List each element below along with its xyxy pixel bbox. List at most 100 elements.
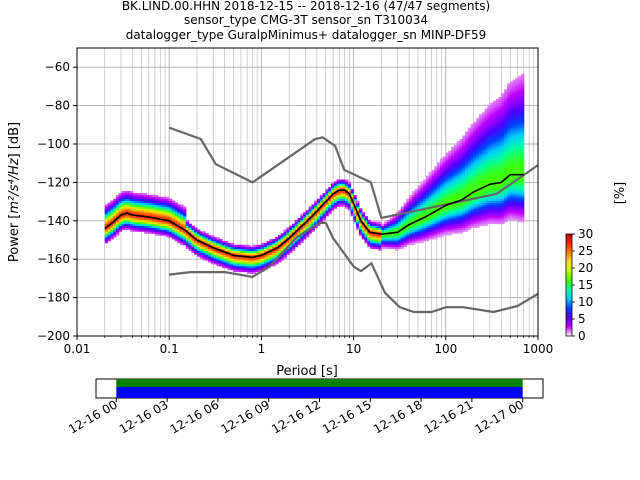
heatmap-cell bbox=[168, 223, 173, 226]
heatmap-cell bbox=[205, 244, 209, 248]
heatmap-cell bbox=[115, 204, 120, 207]
heatmap-cell bbox=[431, 210, 435, 213]
heatmap-cell bbox=[465, 210, 469, 213]
heatmap-cell bbox=[498, 196, 502, 200]
heatmap-cell bbox=[484, 177, 489, 180]
heatmap-cell bbox=[495, 129, 500, 132]
heatmap-cell bbox=[448, 227, 452, 230]
heatmap-cell bbox=[194, 235, 198, 238]
heatmap-cell bbox=[386, 223, 391, 226]
heatmap-cell bbox=[498, 131, 502, 134]
heatmap-cell bbox=[520, 95, 525, 98]
heatmap-cell bbox=[342, 194, 346, 198]
heatmap-cell bbox=[506, 217, 511, 221]
x-tick-label: 0.01 bbox=[64, 342, 91, 356]
heatmap-cell bbox=[501, 219, 505, 223]
heatmap-cell bbox=[375, 233, 380, 236]
heatmap-cell bbox=[518, 116, 522, 119]
heatmap-cell bbox=[386, 246, 391, 250]
heatmap-cell bbox=[445, 177, 449, 180]
heatmap-cell bbox=[314, 204, 318, 207]
heatmap-cell bbox=[456, 187, 461, 190]
heatmap-cell bbox=[291, 231, 296, 234]
heatmap-cell bbox=[467, 156, 472, 159]
heatmap-cell bbox=[484, 175, 489, 178]
heatmap-cell bbox=[481, 129, 486, 132]
heatmap-cell bbox=[428, 191, 433, 194]
heatmap-cell bbox=[462, 187, 466, 190]
heatmap-cell bbox=[509, 95, 514, 98]
heatmap-cell bbox=[425, 221, 430, 225]
heatmap-cell bbox=[344, 194, 349, 198]
heatmap-cell bbox=[473, 214, 477, 217]
heatmap-cell bbox=[127, 204, 131, 207]
heatmap-cell bbox=[356, 210, 360, 213]
heatmap-cell bbox=[185, 246, 190, 250]
y-axis-label: Power [m²/s⁴/Hz] [dB] bbox=[7, 122, 22, 262]
heatmap-cell bbox=[177, 206, 181, 209]
heatmap-cell bbox=[386, 225, 391, 228]
heatmap-cell bbox=[476, 177, 480, 180]
heatmap-cell bbox=[512, 162, 516, 165]
heatmap-cell bbox=[473, 181, 477, 184]
heatmap-cell bbox=[498, 216, 502, 219]
heatmap-cell bbox=[138, 204, 142, 207]
heatmap-cell bbox=[406, 233, 410, 236]
heatmap-cell bbox=[230, 256, 234, 259]
heatmap-cell bbox=[504, 143, 508, 146]
heatmap-cell bbox=[515, 85, 519, 88]
heatmap-cell bbox=[484, 118, 489, 121]
heatmap-cell bbox=[227, 250, 232, 253]
heatmap-cell bbox=[423, 202, 427, 205]
heatmap-cell bbox=[479, 123, 483, 127]
heatmap-cell bbox=[141, 212, 145, 215]
heatmap-cell bbox=[476, 225, 480, 228]
heatmap-cell bbox=[325, 210, 329, 213]
heatmap-cell bbox=[155, 208, 159, 211]
heatmap-cell bbox=[506, 200, 511, 203]
heatmap-cell bbox=[459, 194, 463, 198]
heatmap-cell bbox=[194, 240, 198, 244]
heatmap-cell bbox=[138, 192, 142, 196]
heatmap-cell bbox=[434, 237, 438, 240]
heatmap-cell bbox=[168, 227, 173, 230]
heatmap-cell bbox=[104, 212, 109, 215]
heatmap-cell bbox=[501, 156, 505, 159]
heatmap-cell bbox=[356, 208, 360, 211]
heatmap-cell bbox=[356, 216, 360, 219]
heatmap-cell bbox=[448, 160, 452, 163]
heatmap-cell bbox=[520, 164, 525, 167]
heatmap-cell bbox=[470, 135, 475, 138]
heatmap-cell bbox=[504, 104, 508, 107]
timeline-tick-label: 12-16 15 bbox=[320, 397, 374, 436]
heatmap-cell bbox=[255, 256, 259, 259]
heatmap-cell bbox=[138, 221, 142, 225]
heatmap-cell bbox=[487, 216, 491, 219]
heatmap-cell bbox=[431, 221, 435, 225]
heatmap-cell bbox=[403, 237, 408, 240]
heatmap-cell bbox=[479, 139, 483, 142]
heatmap-cell bbox=[470, 175, 475, 178]
heatmap-cell bbox=[168, 214, 173, 217]
heatmap-cell bbox=[512, 169, 516, 173]
heatmap-cell bbox=[509, 89, 514, 92]
heatmap-cell bbox=[157, 231, 162, 234]
heatmap-cell bbox=[445, 231, 449, 234]
heatmap-cell bbox=[509, 93, 514, 96]
heatmap-cell bbox=[244, 258, 248, 261]
heatmap-cell bbox=[509, 214, 514, 217]
heatmap-cell bbox=[182, 227, 187, 230]
heatmap-cell bbox=[465, 133, 469, 136]
heatmap-cell bbox=[462, 164, 466, 167]
heatmap-cell bbox=[216, 264, 220, 267]
heatmap-cell bbox=[453, 216, 458, 219]
heatmap-cell bbox=[280, 244, 285, 248]
heatmap-cell bbox=[518, 137, 522, 140]
heatmap-cell bbox=[417, 204, 421, 207]
heatmap-cell bbox=[297, 225, 301, 228]
heatmap-cell bbox=[180, 225, 184, 228]
heatmap-cell bbox=[453, 175, 458, 178]
heatmap-cell bbox=[476, 200, 480, 203]
heatmap-cell bbox=[188, 242, 192, 246]
heatmap-cell bbox=[411, 208, 416, 211]
